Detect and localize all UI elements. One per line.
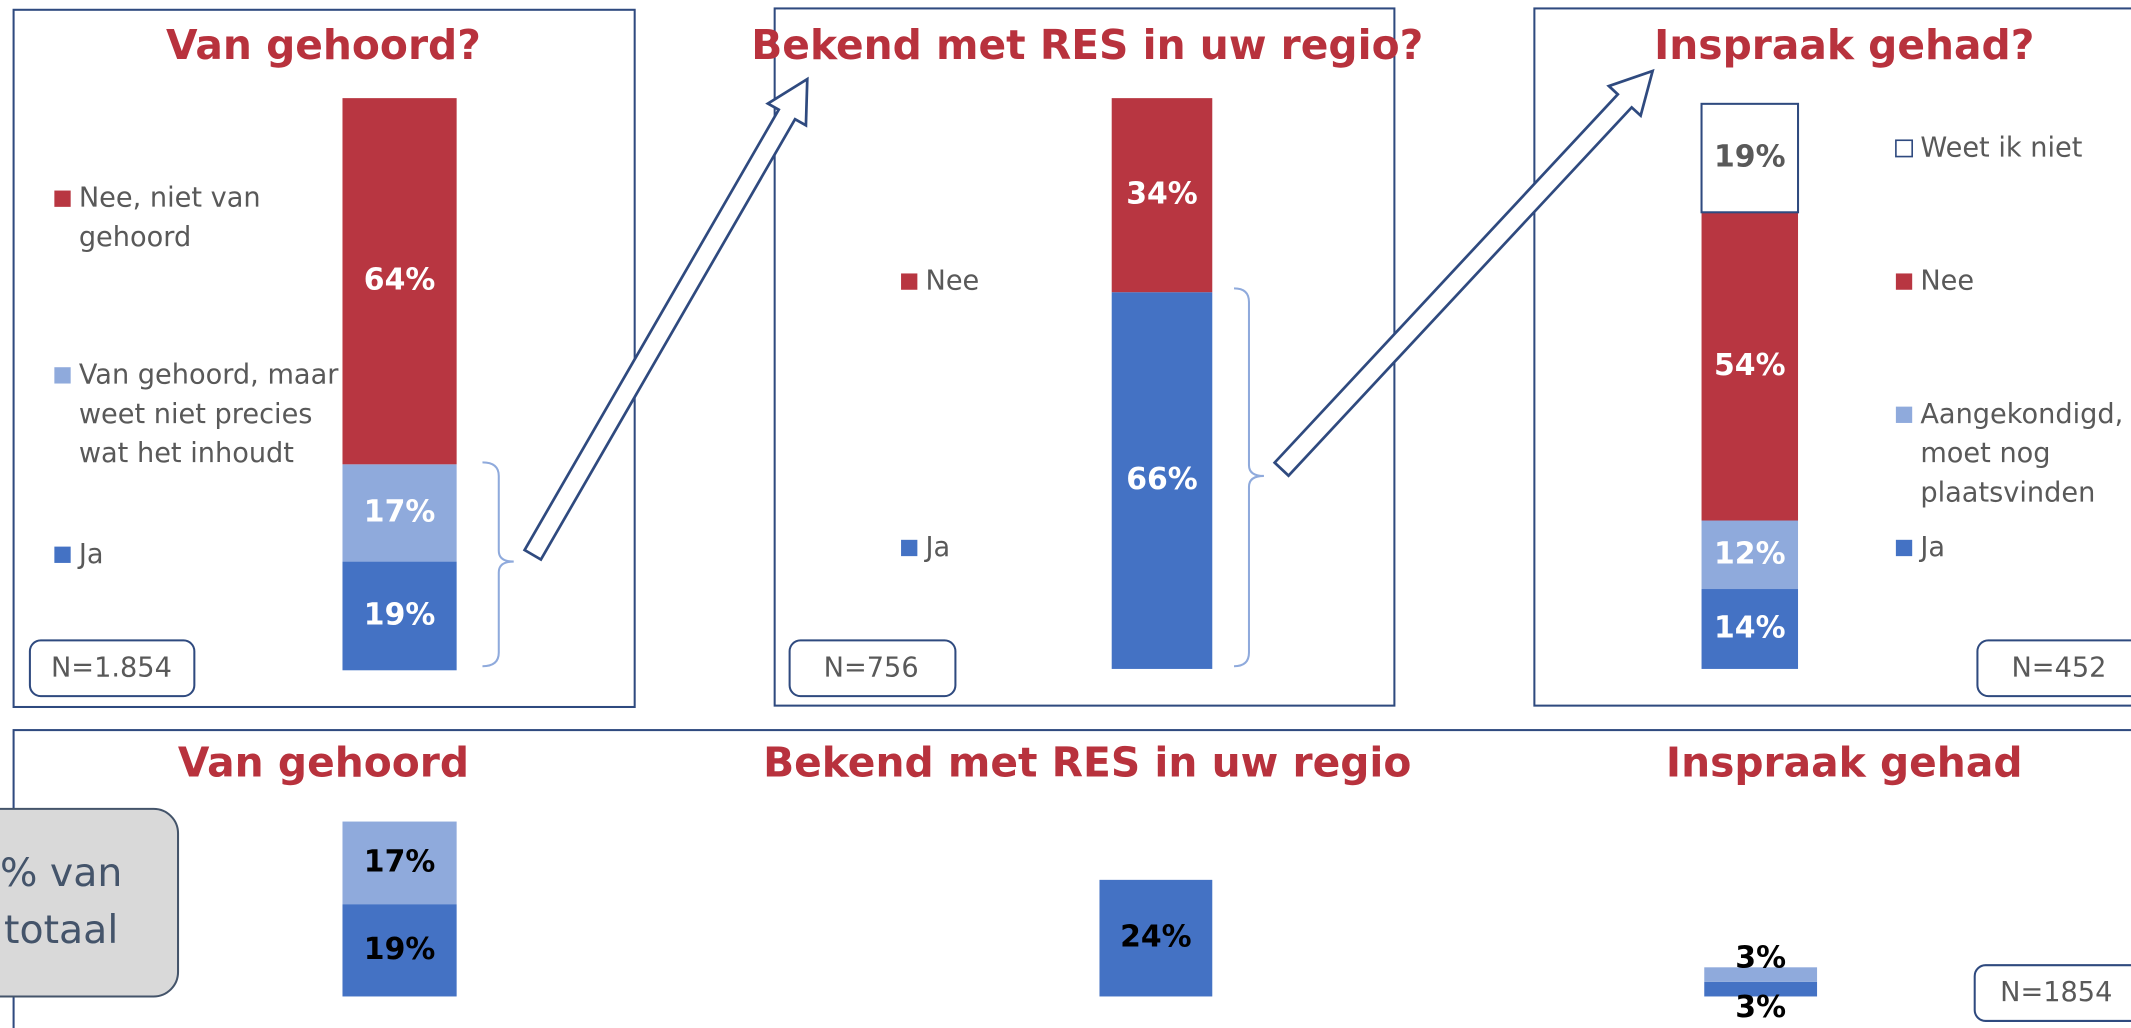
side-label: % van	[0, 850, 122, 896]
legend-label: Weet ik niet	[1920, 132, 2082, 163]
legend-swatch	[54, 546, 71, 563]
chart-title: Van gehoord?	[166, 21, 481, 69]
n-box	[28, 639, 196, 698]
bar-segment	[1099, 879, 1213, 997]
bar-segment	[1111, 98, 1213, 293]
value-label: 19%	[1714, 140, 1786, 175]
bar-segment	[1111, 292, 1213, 669]
n-label: N=452	[2011, 652, 2106, 683]
value-label: 24%	[1120, 920, 1192, 955]
panel	[1533, 7, 2131, 707]
legend-label: Nee, niet van gehoord	[79, 182, 261, 252]
panel	[773, 7, 1396, 707]
legend-swatch	[901, 539, 918, 557]
legend-swatch	[54, 367, 71, 384]
legend-label: Nee	[926, 265, 980, 296]
bar-segment	[1704, 981, 1818, 997]
legend-swatch	[1895, 139, 1914, 158]
legend-label: Aangekondigd, moet nog plaatsvinden	[1920, 398, 2123, 508]
chart-title: Inspraak gehad?	[1654, 21, 2034, 69]
bar-segment	[342, 561, 457, 671]
bar-segment	[1704, 967, 1818, 982]
n-box	[1976, 639, 2131, 698]
value-label: 17%	[364, 844, 436, 879]
value-label: 3%	[1735, 941, 1786, 976]
legend-swatch	[54, 190, 71, 207]
chart-title: Bekend met RES in uw regio	[763, 738, 1411, 786]
bar-segment	[342, 464, 457, 562]
value-label: 19%	[364, 932, 436, 967]
bar-segment	[1701, 212, 1799, 521]
value-label: 14%	[1714, 610, 1786, 645]
chart-title: Bekend met RES in uw regio?	[751, 21, 1423, 69]
bracket	[482, 461, 514, 668]
value-label: 3%	[1735, 990, 1786, 1025]
chart-title: Van gehoord	[178, 738, 469, 786]
n-box	[788, 639, 957, 698]
side-label: totaal	[4, 907, 118, 953]
legend-label: Ja	[77, 538, 104, 569]
arrow	[1272, 68, 1655, 478]
bar-segment	[1701, 520, 1799, 590]
legend-label: Van gehoord, maar weet niet precies wat he…	[79, 359, 339, 469]
n-label: N=1.854	[51, 652, 172, 683]
n-box	[1973, 964, 2131, 1022]
n-label: N=1854	[2000, 977, 2112, 1008]
legend-swatch	[901, 273, 918, 290]
value-label: 19%	[364, 597, 436, 632]
legend-swatch	[1895, 406, 1913, 423]
value-label: 64%	[364, 263, 436, 298]
chart-title: Inspraak gehad	[1666, 738, 2023, 786]
legend-label: Ja	[1918, 531, 1945, 562]
arrow	[522, 76, 809, 562]
value-label: 12%	[1714, 536, 1786, 571]
value-label: 54%	[1714, 348, 1786, 383]
side-box	[0, 807, 180, 998]
legend-swatch	[1895, 539, 1913, 557]
bar-segment	[1701, 589, 1799, 669]
legend-label: Ja	[924, 531, 951, 562]
bar-segment	[342, 904, 457, 997]
n-label: N=756	[824, 652, 919, 683]
bracket	[1233, 287, 1264, 668]
bar-segment	[1700, 102, 1800, 214]
value-label: 66%	[1126, 462, 1198, 497]
bar-segment	[342, 98, 457, 465]
legend-swatch	[1895, 273, 1913, 290]
value-label: 17%	[364, 494, 436, 529]
legend-label: Nee	[1920, 265, 1974, 296]
bar-segment	[342, 821, 457, 905]
value-label: 34%	[1126, 177, 1198, 212]
